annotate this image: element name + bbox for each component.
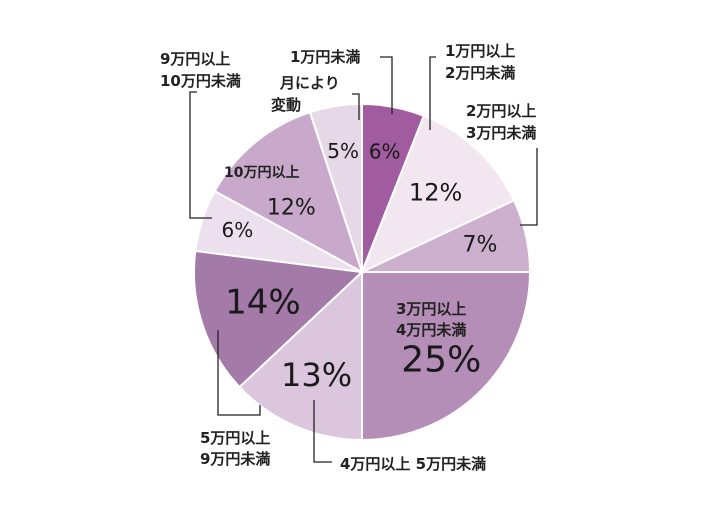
leader-line-9 (352, 93, 360, 120)
label-9-10man-line1: 9万円以上 (160, 50, 230, 68)
percent-label-7: 6% (222, 218, 254, 242)
label-3-4man-line1: 3万円以上 (396, 300, 466, 318)
label-5-9man-line1: 5万円以上 (200, 429, 270, 447)
label-9-10man-line2: 10万円未満 (160, 72, 241, 90)
pie-slice-9 (308, 102, 363, 273)
label-3-4man-line2: 4万円未満 (396, 321, 466, 339)
percent-labels: 6% 12% 7% 25% 13% 14% 6% 12% 5% (222, 139, 498, 394)
leader-line-6 (217, 330, 261, 416)
pie-slice-6 (192, 249, 365, 389)
leader-line-3 (520, 148, 538, 226)
percent-label-8: 12% (267, 196, 316, 221)
pie-slice-8 (213, 110, 364, 275)
label-2-3man-line2: 3万円未満 (466, 124, 536, 142)
label-varies-line2: 変動 (271, 96, 301, 114)
percent-label-1: 6% (369, 140, 401, 164)
label-4-5man: 4万円以上 5万円未満 (340, 455, 486, 473)
label-under-1man: 1万円未満 (290, 48, 360, 66)
pie-slice-5 (238, 269, 363, 442)
percent-label-5: 13% (281, 356, 352, 394)
percent-label-3: 7% (463, 233, 498, 258)
label-1-2man-line1: 1万円以上 (445, 42, 515, 60)
leader-line-1 (380, 56, 393, 114)
label-1-2man-line2: 2万円未満 (445, 64, 515, 82)
label-5-9man-line2: 9万円未満 (200, 450, 270, 468)
leader-line-5 (313, 400, 332, 463)
label-varies-line1: 月により (279, 74, 340, 92)
percent-label-4: 25% (401, 339, 481, 380)
leader-line-2 (429, 56, 436, 130)
label-2-3man-line1: 2万円以上 (466, 102, 536, 120)
leader-line-7 (189, 91, 212, 219)
label-over-10man: 10万円以上 (224, 165, 299, 181)
pie-slice-4 (361, 271, 532, 442)
pie-slices (192, 102, 532, 442)
percent-label-2: 12% (409, 179, 462, 207)
percent-label-6: 14% (225, 283, 301, 323)
percent-label-9: 5% (327, 139, 359, 163)
